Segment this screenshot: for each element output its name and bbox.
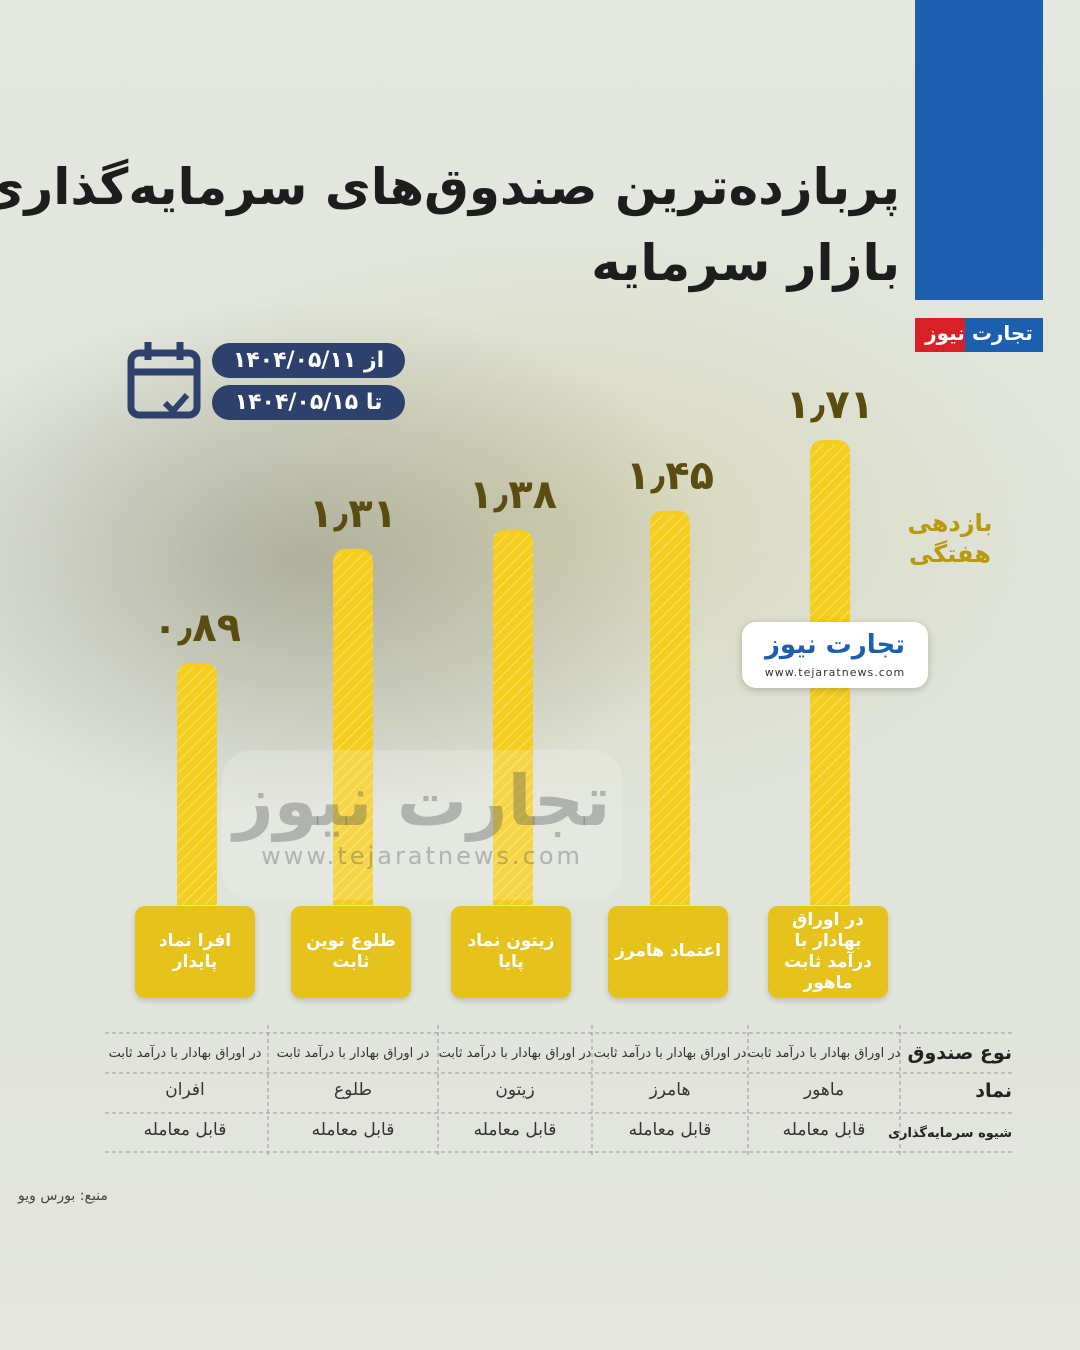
bar-hatch xyxy=(333,552,373,905)
table-cell: قابل معامله xyxy=(143,1120,227,1140)
row-header: شیوه سرمایه‌گذاری xyxy=(888,1126,1012,1141)
brand-name: تجارت نیوز xyxy=(764,630,906,660)
table-cell: قابل معامله xyxy=(473,1120,557,1140)
table-cell: قابل معامله xyxy=(311,1120,395,1140)
row-header: نماد xyxy=(975,1080,1012,1102)
accent-block xyxy=(915,0,1043,300)
row-header: نوع صندوق xyxy=(907,1042,1012,1064)
brand-url: www.tejaratnews.com xyxy=(764,666,906,679)
title: پربازده‌ترین صندوق‌های سرمایه‌گذاری xyxy=(0,158,900,216)
calendar-icon xyxy=(127,342,201,419)
watermark-url: www.tejaratnews.com xyxy=(261,842,583,870)
table-cell: قابل معامله xyxy=(782,1120,866,1140)
logo-text: تجارت نیوز xyxy=(925,321,1033,345)
value-label: ۱٫۳۱ xyxy=(308,490,398,537)
watermark: تجارت نیوز www.tejaratnews.com xyxy=(222,750,622,900)
table-cell: در اوراق بهادار با درآمد ثابت xyxy=(276,1046,430,1061)
category-label: اعتماد هامرز xyxy=(608,906,728,998)
table-cell: در اوراق بهادار با درآمد ثابت xyxy=(108,1046,262,1061)
watermark-name: تجارت نیوز xyxy=(233,760,611,842)
table-cell: قابل معامله xyxy=(628,1120,712,1140)
value-label: ۱٫۳۸ xyxy=(468,471,558,518)
brand-badge: تجارت نیوز www.tejaratnews.com xyxy=(742,622,928,688)
logo-red xyxy=(915,318,965,352)
category-label: زیتون نماد پایا xyxy=(451,906,571,998)
value-label: ۱٫۷۱ xyxy=(785,382,875,428)
date-from: از ۱۴۰۴/۰۵/۱۱ xyxy=(212,343,405,378)
category-label: افرا نماد پایدار xyxy=(135,906,255,998)
table-grid xyxy=(105,1025,1015,1155)
value-label: ۱٫۴۵ xyxy=(625,452,715,499)
table-cell: طلوع xyxy=(333,1080,373,1100)
category-label: در اوراق بهادار با درآمد ثابت ماهور xyxy=(768,906,888,998)
source: منبع: بورس ویو xyxy=(18,1188,108,1204)
bar-hatch xyxy=(493,533,533,905)
table-cell: هامرز xyxy=(649,1080,691,1100)
bar-hatch xyxy=(650,514,690,905)
value-label: ۰٫۸۹ xyxy=(152,604,242,651)
bar-hatch xyxy=(177,666,217,905)
date-to: تا ۱۴۰۴/۰۵/۱۵ xyxy=(212,385,405,420)
y-label: بازدهی هفتگی xyxy=(907,509,993,569)
table-cell: ماهور xyxy=(803,1080,845,1100)
table-cell: افران xyxy=(165,1080,205,1100)
subtitle: بازار سرمایه xyxy=(591,234,900,292)
table-cell: در اوراق بهادار با درآمد ثابت xyxy=(438,1046,592,1061)
table-cell: زیتون xyxy=(495,1080,535,1100)
table-cell: در اوراق بهادار با درآمد ثابت xyxy=(593,1046,747,1061)
category-label: طلوع نوین ثابت xyxy=(291,906,411,998)
table-cell: در اوراق بهادار با درآمد ثابت xyxy=(747,1046,901,1061)
